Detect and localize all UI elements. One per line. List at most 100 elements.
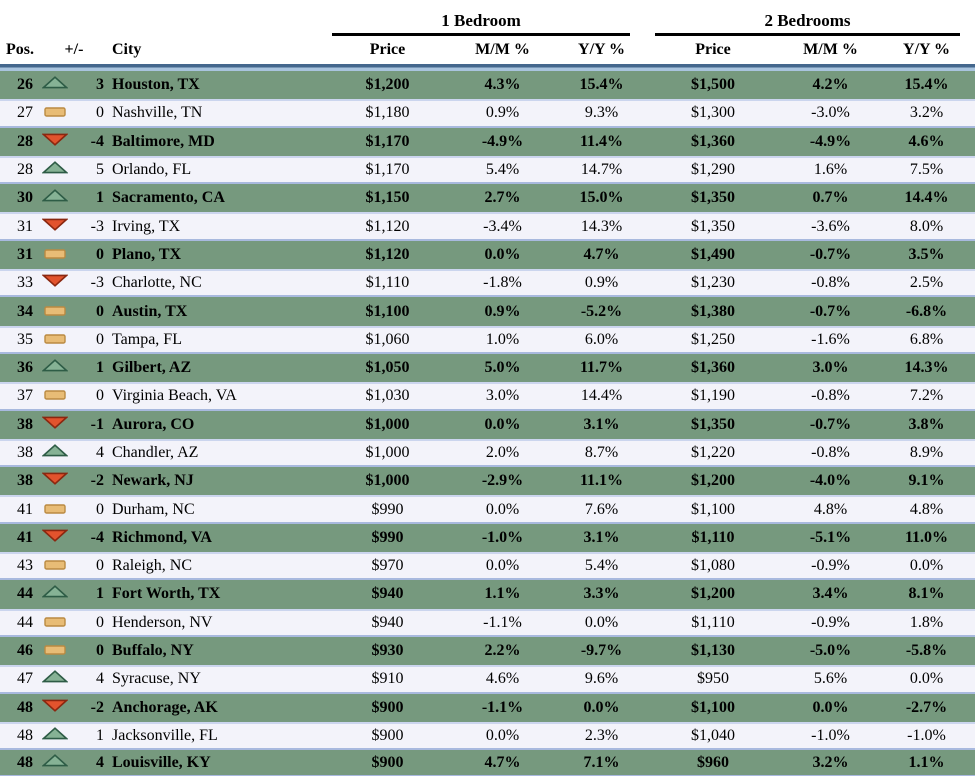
table-row: 37 0 Virginia Beach, VA $1,030 3.0% 14.4% $1,1… xyxy=(0,382,975,411)
br2-yy-cell: 8.9% xyxy=(878,438,975,468)
br2-yy-cell: 3.5% xyxy=(878,240,975,270)
city-cell: Gilbert, AZ xyxy=(108,353,330,383)
br2-yy-cell: 8.1% xyxy=(878,580,975,609)
city-cell: Buffalo, NY xyxy=(108,636,330,666)
city-cell: Syracuse, NY xyxy=(108,665,330,694)
city-cell: Sacramento, CA xyxy=(108,184,330,213)
city-cell: Orlando, FL xyxy=(108,155,330,185)
br2-yy-cell: 1.1% xyxy=(878,750,975,776)
trend-icon-cell xyxy=(40,410,70,439)
column-header-br1-mm: M/M % xyxy=(475,41,530,58)
up-triangle-icon xyxy=(42,753,68,767)
delta-cell: -3 xyxy=(70,269,108,298)
city-cell: Baltimore, MD xyxy=(108,127,330,156)
br2-yy-cell: 8.0% xyxy=(878,212,975,241)
br2-mm-cell: -5.0% xyxy=(783,636,878,666)
br1-price-cell: $930 xyxy=(330,636,445,666)
br1-price-cell: $910 xyxy=(330,665,445,694)
table-row: 34 0 Austin, TX $1,100 0.9% -5.2% $1,380 -0.7% -… xyxy=(0,297,975,326)
br1-yy-cell: 0.9% xyxy=(560,269,643,298)
table-row: 28 -4 Baltimore, MD $1,170 -4.9% 11.4% $1,360-… xyxy=(0,127,975,156)
pos-cell: 41 xyxy=(0,523,40,553)
br2-mm-cell: -0.7% xyxy=(783,240,878,270)
br1-yy-cell: -5.2% xyxy=(560,297,643,326)
pos-cell: 31 xyxy=(0,240,40,270)
pos-cell: 37 xyxy=(0,382,40,411)
br2-yy-cell: -2.7% xyxy=(878,693,975,722)
br2-price-cell: $950 xyxy=(643,665,783,694)
city-cell: Nashville, TN xyxy=(108,99,330,128)
br1-yy-cell: 7.1% xyxy=(560,750,643,776)
br2-mm-cell: 0.0% xyxy=(783,693,878,722)
city-cell: Virginia Beach, VA xyxy=(108,382,330,411)
br1-yy-cell: 8.7% xyxy=(560,438,643,468)
br1-mm-cell: 2.0% xyxy=(445,438,560,468)
br2-price-cell: $1,350 xyxy=(643,184,783,213)
br1-price-cell: $1,120 xyxy=(330,212,445,241)
br1-yy-cell: 0.0% xyxy=(560,608,643,637)
pos-cell: 33 xyxy=(0,269,40,298)
table-row: 44 1 Fort Worth, TX $940 1.1% 3.3% $1,200 3.4% 8… xyxy=(0,580,975,609)
column-header-br2-yy: Y/Y % xyxy=(903,41,950,58)
br2-price-cell: $1,300 xyxy=(643,99,783,128)
dash-icon xyxy=(44,107,66,118)
br1-price-cell: $940 xyxy=(330,608,445,637)
br2-yy-cell: 11.0% xyxy=(878,523,975,553)
table-row: 38 -2 Newark, NJ $1,000 -2.9% 11.1% $1,200 -4.0… xyxy=(0,467,975,496)
table-row: 26 3 Houston, TX $1,200 4.3% 15.4% $1,500 4.2% 1… xyxy=(0,71,975,100)
br2-mm-cell: 3.4% xyxy=(783,580,878,609)
br2-yy-cell: 9.1% xyxy=(878,467,975,496)
br1-price-cell: $1,200 xyxy=(330,71,445,100)
column-header-br1-yy: Y/Y % xyxy=(578,41,625,58)
br2-price-cell: $1,350 xyxy=(643,410,783,439)
br1-yy-cell: 11.4% xyxy=(560,127,643,156)
br1-mm-cell: 0.9% xyxy=(445,99,560,128)
pos-cell: 28 xyxy=(0,127,40,156)
br1-price-cell: $990 xyxy=(330,495,445,524)
br1-price-cell: $940 xyxy=(330,580,445,609)
br1-mm-cell: 4.6% xyxy=(445,665,560,694)
br1-price-cell: $1,120 xyxy=(330,240,445,270)
column-header-pos: Pos. xyxy=(6,41,34,58)
delta-cell: 4 xyxy=(70,665,108,694)
br2-price-cell: $1,200 xyxy=(643,580,783,609)
br2-mm-cell: -0.9% xyxy=(783,552,878,581)
br1-mm-cell: 2.7% xyxy=(445,184,560,213)
pos-cell: 31 xyxy=(0,212,40,241)
table-row: 46 0 Buffalo, NY $930 2.2% -9.7% $1,130 -5.0% -5… xyxy=(0,636,975,666)
dash-icon xyxy=(44,645,66,655)
delta-cell: -3 xyxy=(70,212,108,241)
delta-cell: 4 xyxy=(70,750,108,776)
pos-cell: 38 xyxy=(0,410,40,439)
group-header-1-bedroom: 1 Bedroom xyxy=(330,0,643,36)
br1-mm-cell: 0.9% xyxy=(445,297,560,326)
delta-cell: -2 xyxy=(70,693,108,722)
br2-yy-cell: -6.8% xyxy=(878,297,975,326)
table-row: 41 -4 Richmond, VA $990 -1.0% 3.1% $1,110 -5.1%… xyxy=(0,523,975,553)
trend-icon-cell xyxy=(40,608,70,637)
br2-mm-cell: -1.0% xyxy=(783,721,878,751)
pos-cell: 35 xyxy=(0,325,40,354)
br2-yy-cell: 14.3% xyxy=(878,353,975,383)
trend-icon-cell xyxy=(40,721,70,751)
table-row: 36 1 Gilbert, AZ $1,050 5.0% 11.7% $1,360 3.0% 1… xyxy=(0,353,975,383)
br1-price-cell: $1,150 xyxy=(330,184,445,213)
br2-mm-cell: -0.7% xyxy=(783,297,878,326)
city-cell: Fort Worth, TX xyxy=(108,580,330,609)
br2-price-cell: $1,230 xyxy=(643,269,783,298)
down-triangle-icon xyxy=(42,218,68,231)
trend-icon-cell xyxy=(40,693,70,722)
trend-icon-cell xyxy=(40,269,70,298)
br2-mm-cell: -4.0% xyxy=(783,467,878,496)
delta-cell: -4 xyxy=(70,523,108,553)
br1-yy-cell: 15.0% xyxy=(560,184,643,213)
city-cell: Louisville, KY xyxy=(108,750,330,776)
table-row: 31 0 Plano, TX $1,120 0.0% 4.7% $1,490 -0.7% 3.5… xyxy=(0,240,975,270)
trend-icon-cell xyxy=(40,184,70,213)
br1-mm-cell: 0.0% xyxy=(445,240,560,270)
trend-icon-cell xyxy=(40,127,70,156)
delta-cell: 1 xyxy=(70,353,108,383)
trend-icon-cell xyxy=(40,467,70,496)
table-row: 27 0 Nashville, TN $1,180 0.9% 9.3% $1,300 -3.0… xyxy=(0,99,975,128)
